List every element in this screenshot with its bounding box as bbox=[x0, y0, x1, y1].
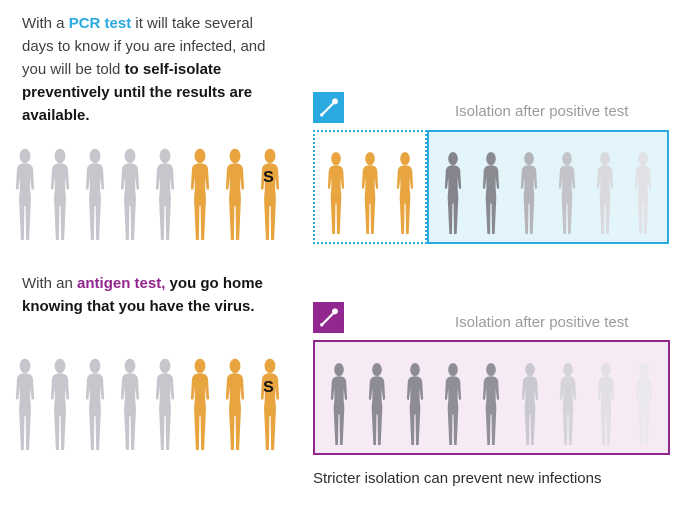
person-icon bbox=[325, 363, 353, 449]
antigen-people-group: S bbox=[10, 358, 285, 455]
swab-icon bbox=[313, 302, 344, 333]
person-icon bbox=[515, 152, 543, 238]
person-icon bbox=[629, 152, 657, 238]
antigen-test-highlight: antigen test, bbox=[77, 275, 166, 292]
infected-marker: S bbox=[263, 169, 274, 186]
person-icon bbox=[150, 148, 180, 245]
antigen-isolation-zone bbox=[313, 340, 670, 455]
person-icon bbox=[554, 363, 582, 449]
person-icon bbox=[363, 363, 391, 449]
pcr-isolation-zone bbox=[427, 130, 669, 244]
person-icon-infected-marked: S bbox=[255, 358, 285, 455]
person-icon bbox=[401, 363, 429, 449]
person-icon bbox=[115, 358, 145, 455]
caption-text: Stricter isolation can prevent new infec… bbox=[313, 470, 602, 487]
pcr-text-part1: With a bbox=[22, 15, 69, 32]
person-icon bbox=[45, 358, 75, 455]
person-icon bbox=[477, 363, 505, 449]
person-icon bbox=[115, 148, 145, 245]
person-icon bbox=[591, 152, 619, 238]
pcr-isolated-people-group bbox=[429, 132, 667, 242]
person-icon bbox=[391, 152, 419, 238]
person-icon bbox=[150, 358, 180, 455]
person-icon bbox=[80, 148, 110, 245]
person-icon-infected-marked: S bbox=[255, 148, 285, 245]
swab-icon bbox=[313, 92, 344, 123]
person-icon bbox=[322, 152, 350, 238]
person-icon bbox=[185, 148, 215, 245]
person-icon bbox=[10, 148, 40, 245]
person-icon bbox=[220, 358, 250, 455]
person-icon bbox=[356, 152, 384, 238]
pcr-text-part2: it will take several days to know if you… bbox=[22, 15, 266, 78]
person-icon bbox=[185, 358, 215, 455]
person-icon bbox=[45, 148, 75, 245]
antigen-isolation-label: Isolation after positive test bbox=[455, 314, 629, 331]
person-icon bbox=[630, 363, 658, 449]
person-icon bbox=[553, 152, 581, 238]
pcr-text-bold: to self-isolate preventively until the r… bbox=[22, 61, 253, 124]
pcr-isolation-label: Isolation after positive test bbox=[455, 103, 629, 120]
infected-marker: S bbox=[263, 379, 274, 396]
pcr-people-group: S bbox=[10, 148, 285, 245]
person-icon bbox=[477, 152, 505, 238]
person-icon bbox=[439, 152, 467, 238]
person-icon bbox=[80, 358, 110, 455]
antigen-text-part1: With an bbox=[22, 275, 78, 292]
pcr-test-highlight: PCR test bbox=[68, 15, 132, 32]
pcr-preventive-isolation-zone bbox=[313, 130, 427, 244]
antigen-text-bold: you go home knowing that you have the vi… bbox=[22, 275, 263, 315]
person-icon bbox=[592, 363, 620, 449]
antigen-isolated-people-group bbox=[315, 342, 668, 453]
person-icon bbox=[10, 358, 40, 455]
person-icon bbox=[516, 363, 544, 449]
pcr-preventive-people-group bbox=[315, 132, 425, 242]
pcr-intro-text: With a PCR test it will take several day… bbox=[22, 12, 276, 127]
antigen-intro-text: With an antigen test, you go home knowin… bbox=[22, 272, 276, 318]
person-icon bbox=[439, 363, 467, 449]
person-icon bbox=[220, 148, 250, 245]
